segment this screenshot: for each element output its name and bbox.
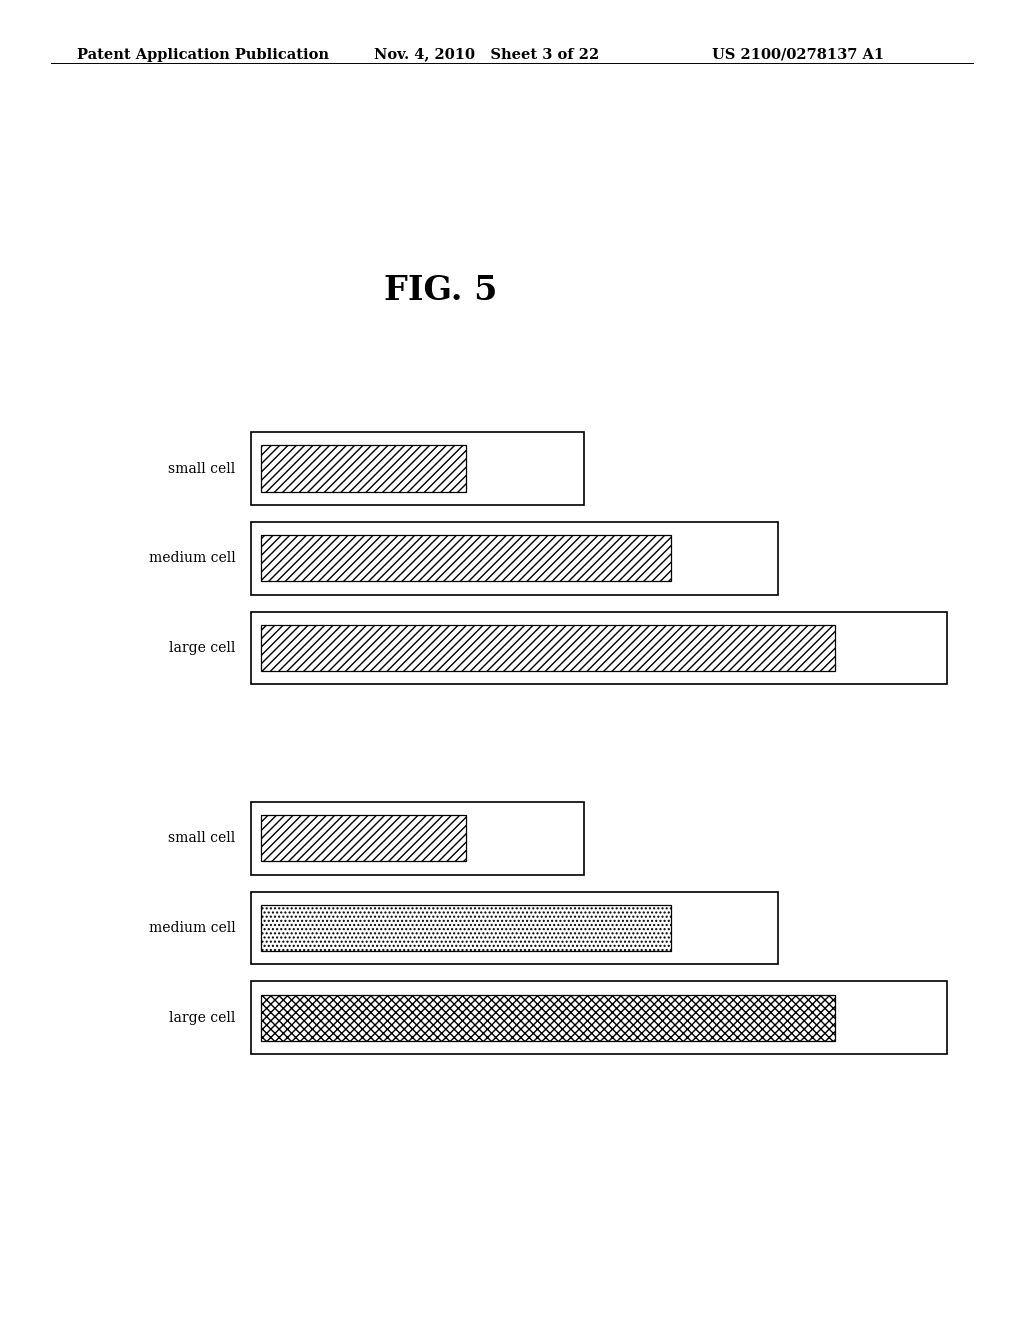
Bar bbox=[251, 892, 778, 964]
Bar bbox=[261, 995, 835, 1040]
Text: small cell: small cell bbox=[168, 462, 236, 475]
Bar bbox=[261, 814, 466, 862]
Bar bbox=[251, 612, 947, 685]
Text: large cell: large cell bbox=[169, 1011, 236, 1024]
Bar bbox=[261, 626, 835, 671]
Bar bbox=[251, 803, 584, 875]
Bar bbox=[261, 445, 466, 491]
Text: FIG. 5: FIG. 5 bbox=[384, 273, 497, 306]
Text: large cell: large cell bbox=[169, 642, 236, 655]
Text: small cell: small cell bbox=[168, 832, 236, 845]
Bar bbox=[251, 982, 947, 1053]
Text: Patent Application Publication: Patent Application Publication bbox=[77, 48, 329, 62]
Bar bbox=[261, 536, 671, 581]
Text: medium cell: medium cell bbox=[148, 552, 236, 565]
Bar bbox=[251, 433, 584, 504]
Text: US 2100/0278137 A1: US 2100/0278137 A1 bbox=[712, 48, 884, 62]
Text: medium cell: medium cell bbox=[148, 921, 236, 935]
Bar bbox=[251, 521, 778, 594]
Bar bbox=[261, 906, 671, 950]
Text: Nov. 4, 2010   Sheet 3 of 22: Nov. 4, 2010 Sheet 3 of 22 bbox=[374, 48, 599, 62]
